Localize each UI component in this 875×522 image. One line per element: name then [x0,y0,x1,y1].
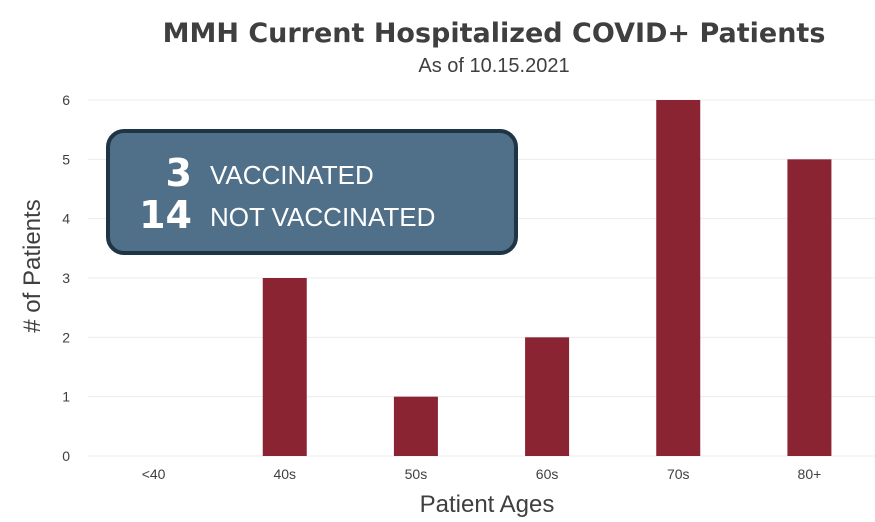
x-tick-label: 80+ [798,466,822,482]
chart-title: MMH Current Hospitalized COVID+ Patients [163,18,826,49]
x-tick-label: 40s [273,466,296,482]
x-tick-label: 70s [667,466,690,482]
not-vaccinated-count: 14 [139,193,192,237]
y-tick-label: 3 [62,270,70,286]
bar-70s [656,100,701,456]
x-tick-label: <40 [142,466,166,482]
vaccinated-label: VACCINATED [210,160,374,190]
not-vaccinated-label: NOT VACCINATED [210,202,435,232]
bar-60s [525,337,570,456]
x-axis-ticks: <40 40s 50s 60s 70s 80+ [142,466,822,482]
bar-50s [393,396,438,456]
x-tick-label: 60s [536,466,559,482]
bars [262,100,832,457]
x-axis-title: Patient Ages [420,491,555,518]
y-axis-title: # of Patients [19,199,46,332]
vaccinated-count: 3 [166,151,192,195]
y-tick-label: 0 [62,448,70,464]
y-tick-label: 6 [62,92,70,108]
y-tick-label: 1 [62,389,70,405]
bar-80+ [787,159,832,457]
vaccination-callout: 3 VACCINATED 14 NOT VACCINATED [106,129,518,255]
chart-subtitle: As of 10.15.2021 [418,55,569,77]
y-axis-ticks: 0 1 2 3 4 5 6 [62,92,70,464]
y-tick-label: 5 [62,151,70,167]
y-tick-label: 4 [62,211,70,227]
x-tick-label: 50s [405,466,428,482]
y-tick-label: 2 [62,329,70,345]
bar-40s [262,278,307,456]
callout-box [106,129,518,255]
